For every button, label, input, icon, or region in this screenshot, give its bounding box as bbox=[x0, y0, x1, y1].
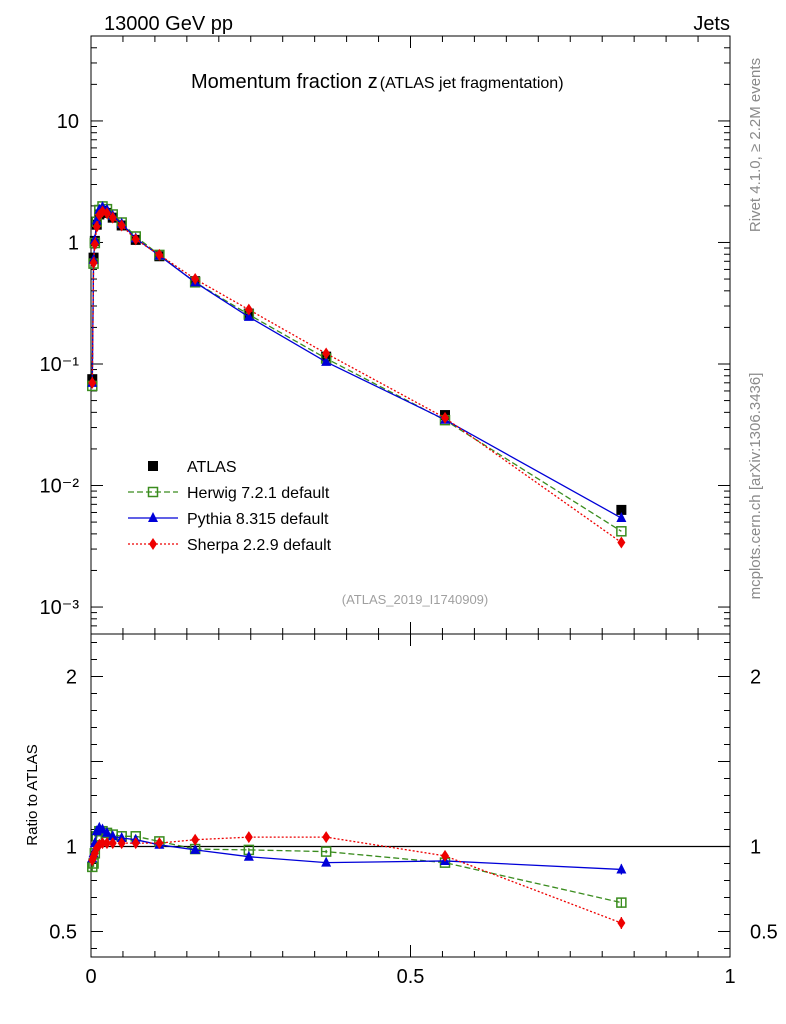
legend-label-sherpa: Sherpa 2.2.9 default bbox=[187, 537, 332, 554]
source-label: mcplots.cern.ch [arXiv:1306.3436] bbox=[747, 373, 764, 600]
ratio-point-sherpa bbox=[155, 837, 164, 850]
ratio-y-tick-label-right: 1 bbox=[750, 837, 761, 859]
ratio-point-sherpa bbox=[98, 837, 107, 850]
ratio-point-herwig bbox=[616, 897, 627, 908]
data-point-herwig bbox=[616, 526, 627, 537]
ratio-point-sherpa bbox=[244, 831, 253, 844]
data-point-sherpa bbox=[322, 347, 331, 360]
legend-marker-herwig bbox=[147, 486, 159, 498]
title-sub: (ATLAS jet fragmentation) bbox=[380, 75, 564, 92]
ratio-x-tick-label: 1 bbox=[724, 966, 735, 988]
ratio-point-sherpa bbox=[131, 837, 140, 850]
legend-marker-sherpa bbox=[149, 538, 157, 550]
data-point-sherpa bbox=[131, 233, 140, 246]
data-point-sherpa bbox=[117, 219, 126, 232]
legend-marker-atlas bbox=[148, 461, 158, 471]
data-point-sherpa bbox=[89, 256, 98, 269]
ratio-point-herwig bbox=[320, 846, 332, 857]
data-point-pythia bbox=[321, 355, 332, 366]
ratio-point-pythia bbox=[321, 856, 332, 867]
ratio-point-sherpa bbox=[108, 837, 117, 850]
ratio-point-sherpa bbox=[191, 833, 200, 846]
ratio-panel: 0 0.5 1 0.5 0.5 1 1 2 2 bbox=[49, 633, 778, 988]
main-panel: 10 1 10⁻¹ 10⁻² 10⁻³ bbox=[40, 35, 731, 635]
legend: ATLAS Herwig 7.2.1 default Pythia 8.315 de… bbox=[128, 459, 332, 554]
data-point-sherpa bbox=[108, 211, 117, 224]
main-y-tick-label: 10⁻³ bbox=[40, 597, 80, 619]
ratio-x-tick-label: 0.5 bbox=[397, 966, 425, 988]
data-point-pythia bbox=[91, 214, 102, 225]
legend-label-atlas: ATLAS bbox=[187, 459, 237, 476]
ratio-point-pythia bbox=[190, 843, 201, 854]
ratio-point-sherpa bbox=[617, 917, 626, 929]
legend-label-pythia: Pythia 8.315 default bbox=[187, 511, 329, 528]
ratio-y-tick-label-right: 2 bbox=[750, 667, 761, 689]
data-point-sherpa bbox=[155, 248, 164, 261]
data-point-sherpa bbox=[441, 411, 450, 424]
data-point-sherpa bbox=[191, 273, 200, 286]
ratio-line-pythia bbox=[91, 826, 622, 871]
data-point-sherpa bbox=[102, 207, 111, 220]
data-point-atlas bbox=[616, 504, 627, 515]
main-chart-title: Momentum fraction z (ATLAS jet fragmentat… bbox=[191, 71, 564, 93]
data-point-sherpa bbox=[244, 303, 253, 316]
ratio-line-sherpa bbox=[91, 836, 622, 924]
ratio-y-tick-label-right: 0.5 bbox=[750, 922, 778, 944]
data-point-sherpa bbox=[88, 376, 97, 389]
ratio-x-tick-label: 0 bbox=[85, 966, 96, 988]
ratio-point-sherpa bbox=[117, 837, 126, 850]
series-line-herwig bbox=[91, 205, 622, 532]
ratio-point-sherpa bbox=[102, 837, 111, 850]
main-y-tick-label: 10 bbox=[57, 111, 79, 133]
data-point-sherpa bbox=[92, 220, 101, 233]
main-y-tick-label: 1 bbox=[68, 232, 79, 254]
data-point-sherpa bbox=[617, 536, 626, 549]
data-point-pythia bbox=[243, 310, 254, 321]
legend-label-herwig: Herwig 7.2.1 default bbox=[187, 485, 330, 502]
data-point-sherpa bbox=[90, 238, 99, 251]
header-right: Jets bbox=[693, 13, 730, 35]
title-main: Momentum fraction z bbox=[191, 71, 378, 93]
data-point-pythia bbox=[616, 512, 627, 523]
ratio-point-pythia bbox=[243, 850, 254, 861]
main-y-tick-label: 10⁻¹ bbox=[40, 354, 80, 376]
ratio-point-pythia bbox=[616, 863, 627, 874]
legend-marker-pythia bbox=[148, 512, 158, 522]
ratio-point-sherpa bbox=[322, 831, 331, 844]
ratio-point-pythia bbox=[116, 832, 127, 842]
ratio-point-sherpa bbox=[441, 849, 450, 862]
ratio-point-pythia bbox=[107, 830, 118, 841]
rivet-version-label: Rivet 4.1.0, ≥ 2.2M events bbox=[747, 58, 764, 232]
analysis-tag: (ATLAS_2019_I1740909) bbox=[342, 592, 488, 607]
series-line-pythia bbox=[91, 206, 622, 519]
ratio-frame bbox=[90, 633, 731, 958]
ratio-ylabel: Ratio to ATLAS bbox=[24, 744, 41, 845]
main-y-tick-label: 10⁻² bbox=[40, 476, 80, 498]
ratio-point-pythia bbox=[101, 826, 112, 837]
ratio-y-tick-label-left: 2 bbox=[66, 667, 77, 689]
header-left: 13000 GeV pp bbox=[104, 13, 233, 35]
ratio-y-tick-label-left: 0.5 bbox=[49, 922, 77, 944]
ratio-y-tick-label-left: 1 bbox=[66, 837, 77, 859]
